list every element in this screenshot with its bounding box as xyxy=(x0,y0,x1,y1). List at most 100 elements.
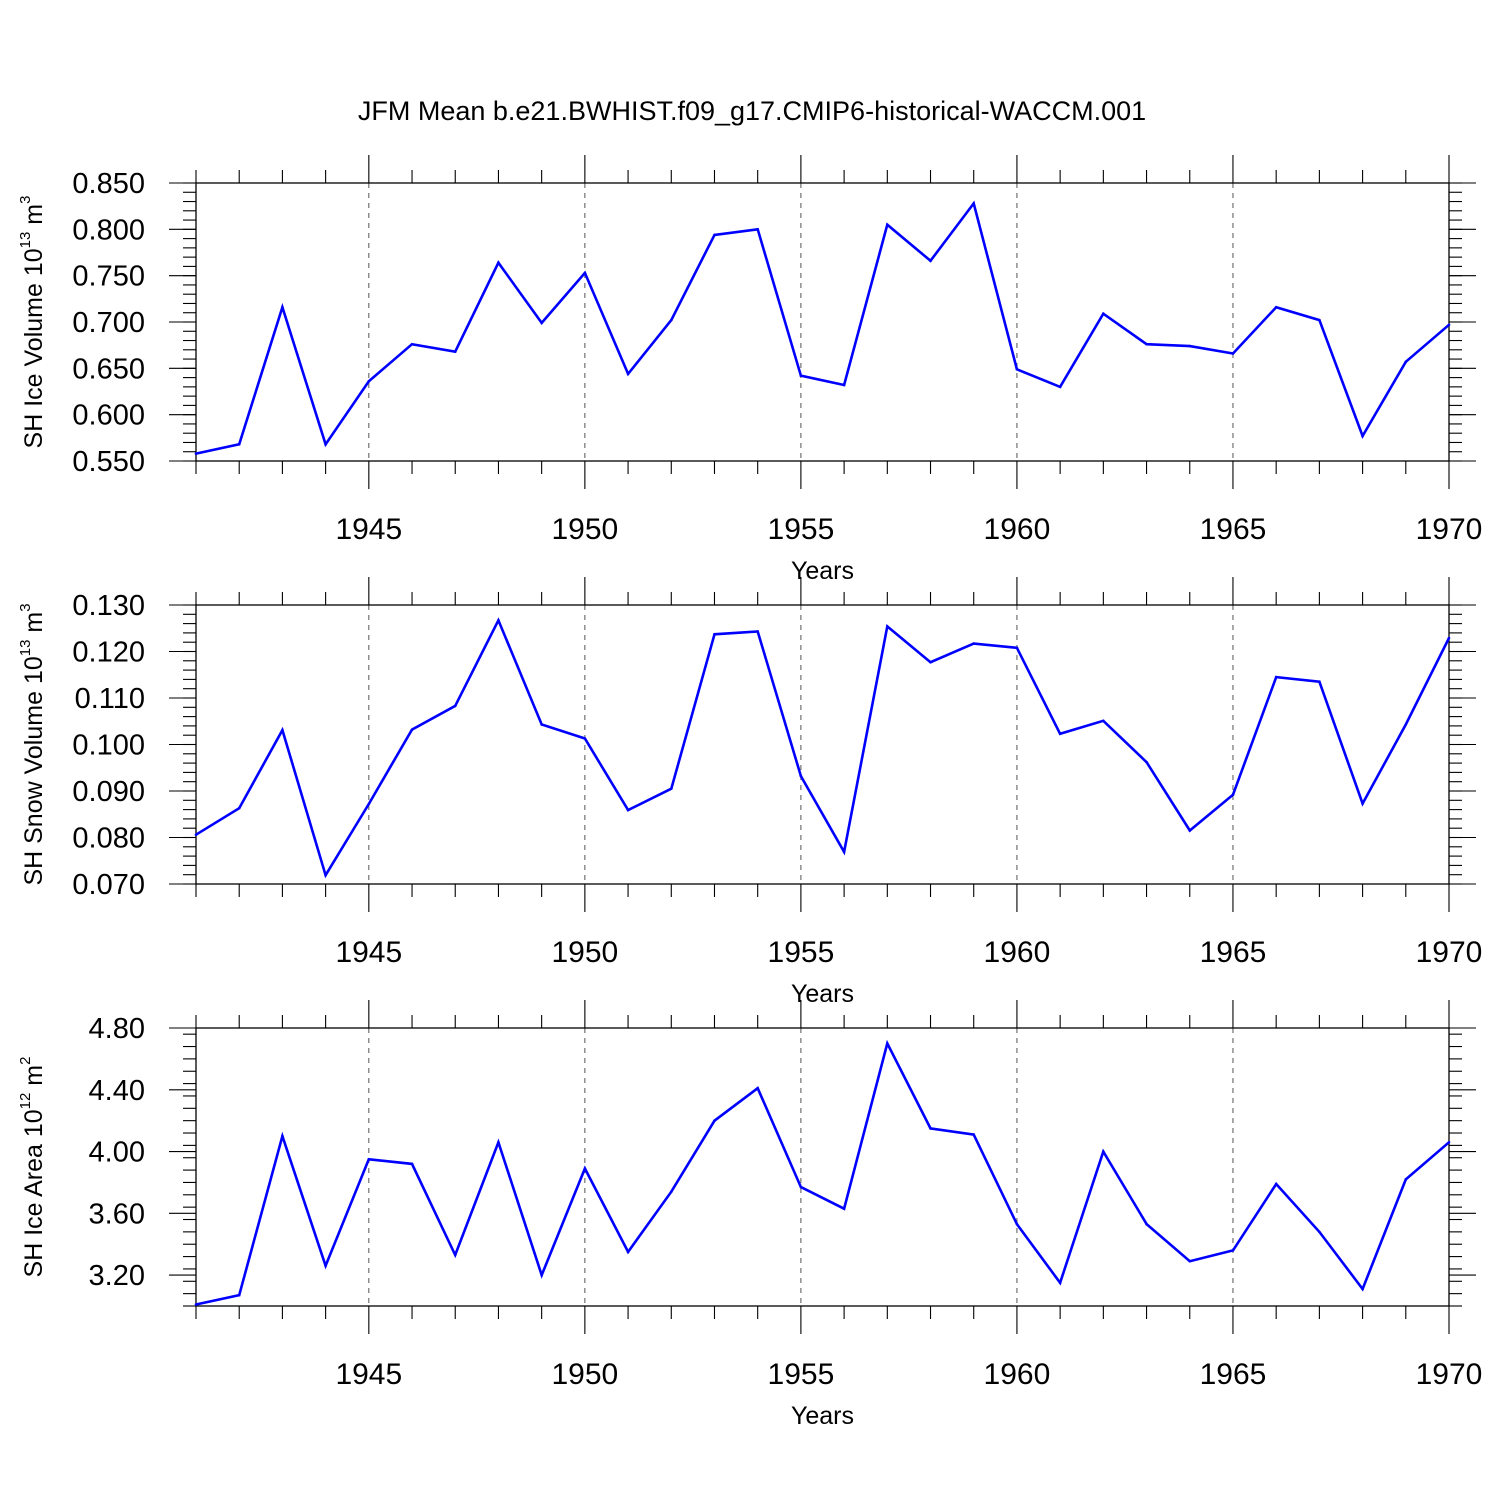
data-point xyxy=(1058,1281,1062,1285)
data-point xyxy=(497,619,500,622)
x-axis-label: Years xyxy=(791,1402,854,1430)
x-tick-label: 1955 xyxy=(768,936,835,969)
data-point xyxy=(1404,723,1408,726)
data-point xyxy=(194,1303,198,1306)
data-point xyxy=(669,318,673,322)
x-tick-label: 1970 xyxy=(1416,513,1483,546)
data-point xyxy=(1318,1230,1321,1234)
data-point xyxy=(929,660,932,664)
data-point xyxy=(453,704,457,708)
data-point xyxy=(799,374,803,378)
x-axis-label: Years xyxy=(791,557,854,585)
data-point xyxy=(886,1042,889,1045)
data-point xyxy=(583,737,587,740)
x-tick-label: 1950 xyxy=(551,936,618,969)
y-tick-label: 0.600 xyxy=(72,400,145,432)
data-point xyxy=(626,372,630,376)
data-point xyxy=(1058,732,1062,736)
data-point xyxy=(1361,1287,1364,1291)
data-point xyxy=(1015,367,1019,371)
data-point xyxy=(497,1140,500,1144)
data-point xyxy=(1145,1222,1148,1226)
data-point xyxy=(842,850,846,854)
data-point xyxy=(972,642,976,645)
y-tick-label: 0.750 xyxy=(72,261,145,293)
y-tick-label: 3.20 xyxy=(89,1260,145,1292)
plot-frame xyxy=(195,604,1450,885)
data-point xyxy=(972,202,976,205)
data-point xyxy=(281,305,284,309)
y-tick-label: 0.100 xyxy=(72,730,145,762)
data-point xyxy=(324,443,327,446)
data-point xyxy=(1404,360,1408,364)
y-axis-label: SH Ice Volume 1013 m3 xyxy=(17,196,48,449)
data-point xyxy=(799,774,803,778)
data-point xyxy=(1015,646,1019,650)
ice-volume-panel: 0.550 0.600 0.650 0.700 0.750 0.800 0.850 1945… xyxy=(17,155,1482,585)
data-point xyxy=(842,1207,846,1210)
data-point xyxy=(583,271,587,275)
x-tick-label: 1945 xyxy=(335,1358,402,1391)
y-tick-label: 0.550 xyxy=(72,446,145,478)
data-point xyxy=(1447,636,1451,640)
data-point xyxy=(583,1167,587,1170)
data-point xyxy=(453,350,457,353)
data-point xyxy=(324,873,327,877)
y-tick-label: 0.090 xyxy=(72,776,145,808)
data-point xyxy=(1231,352,1235,355)
data-point xyxy=(756,228,759,231)
ice-area-panel: 3.20 3.60 4.00 4.40 4.80 1945 1950 1955 1960 196… xyxy=(17,1000,1482,1430)
data-point xyxy=(669,1190,673,1194)
data-point xyxy=(367,1157,371,1161)
data-point xyxy=(1404,1178,1408,1181)
data-point xyxy=(237,1293,241,1297)
data-point xyxy=(1274,1182,1278,1186)
data-point xyxy=(886,625,889,628)
data-point xyxy=(1231,793,1235,797)
x-tick-label: 1945 xyxy=(335,936,402,969)
data-point xyxy=(1447,323,1451,327)
data-point xyxy=(1102,1150,1105,1153)
snow-volume-panel: 0.070 0.080 0.090 0.100 0.110 0.120 0.130 1945… xyxy=(17,577,1482,1008)
x-tick-label: 1955 xyxy=(768,513,835,546)
data-point xyxy=(540,321,543,325)
data-point xyxy=(972,1133,976,1136)
data-point xyxy=(367,802,371,806)
y-tick-label: 0.700 xyxy=(72,307,145,339)
x-tick-label: 1965 xyxy=(1200,936,1267,969)
data-point xyxy=(929,259,932,263)
data-point xyxy=(626,1250,630,1254)
data-point xyxy=(1318,680,1321,684)
x-tick-label: 1960 xyxy=(984,1358,1051,1391)
data-point xyxy=(1145,342,1148,346)
data-point xyxy=(1231,1249,1235,1252)
x-tick-label: 1965 xyxy=(1200,1358,1267,1391)
x-tick-label: 1960 xyxy=(984,936,1051,969)
data-point xyxy=(713,632,716,636)
y-tick-label: 0.080 xyxy=(72,823,145,855)
data-point xyxy=(1318,318,1321,322)
data-point xyxy=(756,630,759,633)
plot-frame xyxy=(195,1027,1450,1307)
data-point xyxy=(626,808,630,812)
data-point xyxy=(713,233,716,237)
data-point xyxy=(886,223,889,226)
data-point xyxy=(669,787,673,790)
data-point xyxy=(1145,760,1148,764)
y-tick-label: 3.60 xyxy=(89,1198,145,1230)
data-point xyxy=(367,380,371,383)
y-axis-label: SH Ice Area 1012 m2 xyxy=(17,1057,48,1278)
data-point xyxy=(713,1119,716,1122)
ice-volume-series-line xyxy=(195,200,1450,455)
data-point xyxy=(1274,305,1278,309)
y-tick-label: 0.110 xyxy=(75,683,145,715)
data-point xyxy=(1274,675,1278,679)
data-point xyxy=(929,1127,932,1130)
data-point xyxy=(799,1185,803,1189)
data-point xyxy=(1188,1259,1192,1263)
data-point xyxy=(540,1273,543,1277)
x-tick-label: 1955 xyxy=(768,1358,835,1391)
y-tick-label: 0.650 xyxy=(72,353,145,385)
data-point xyxy=(237,443,241,446)
